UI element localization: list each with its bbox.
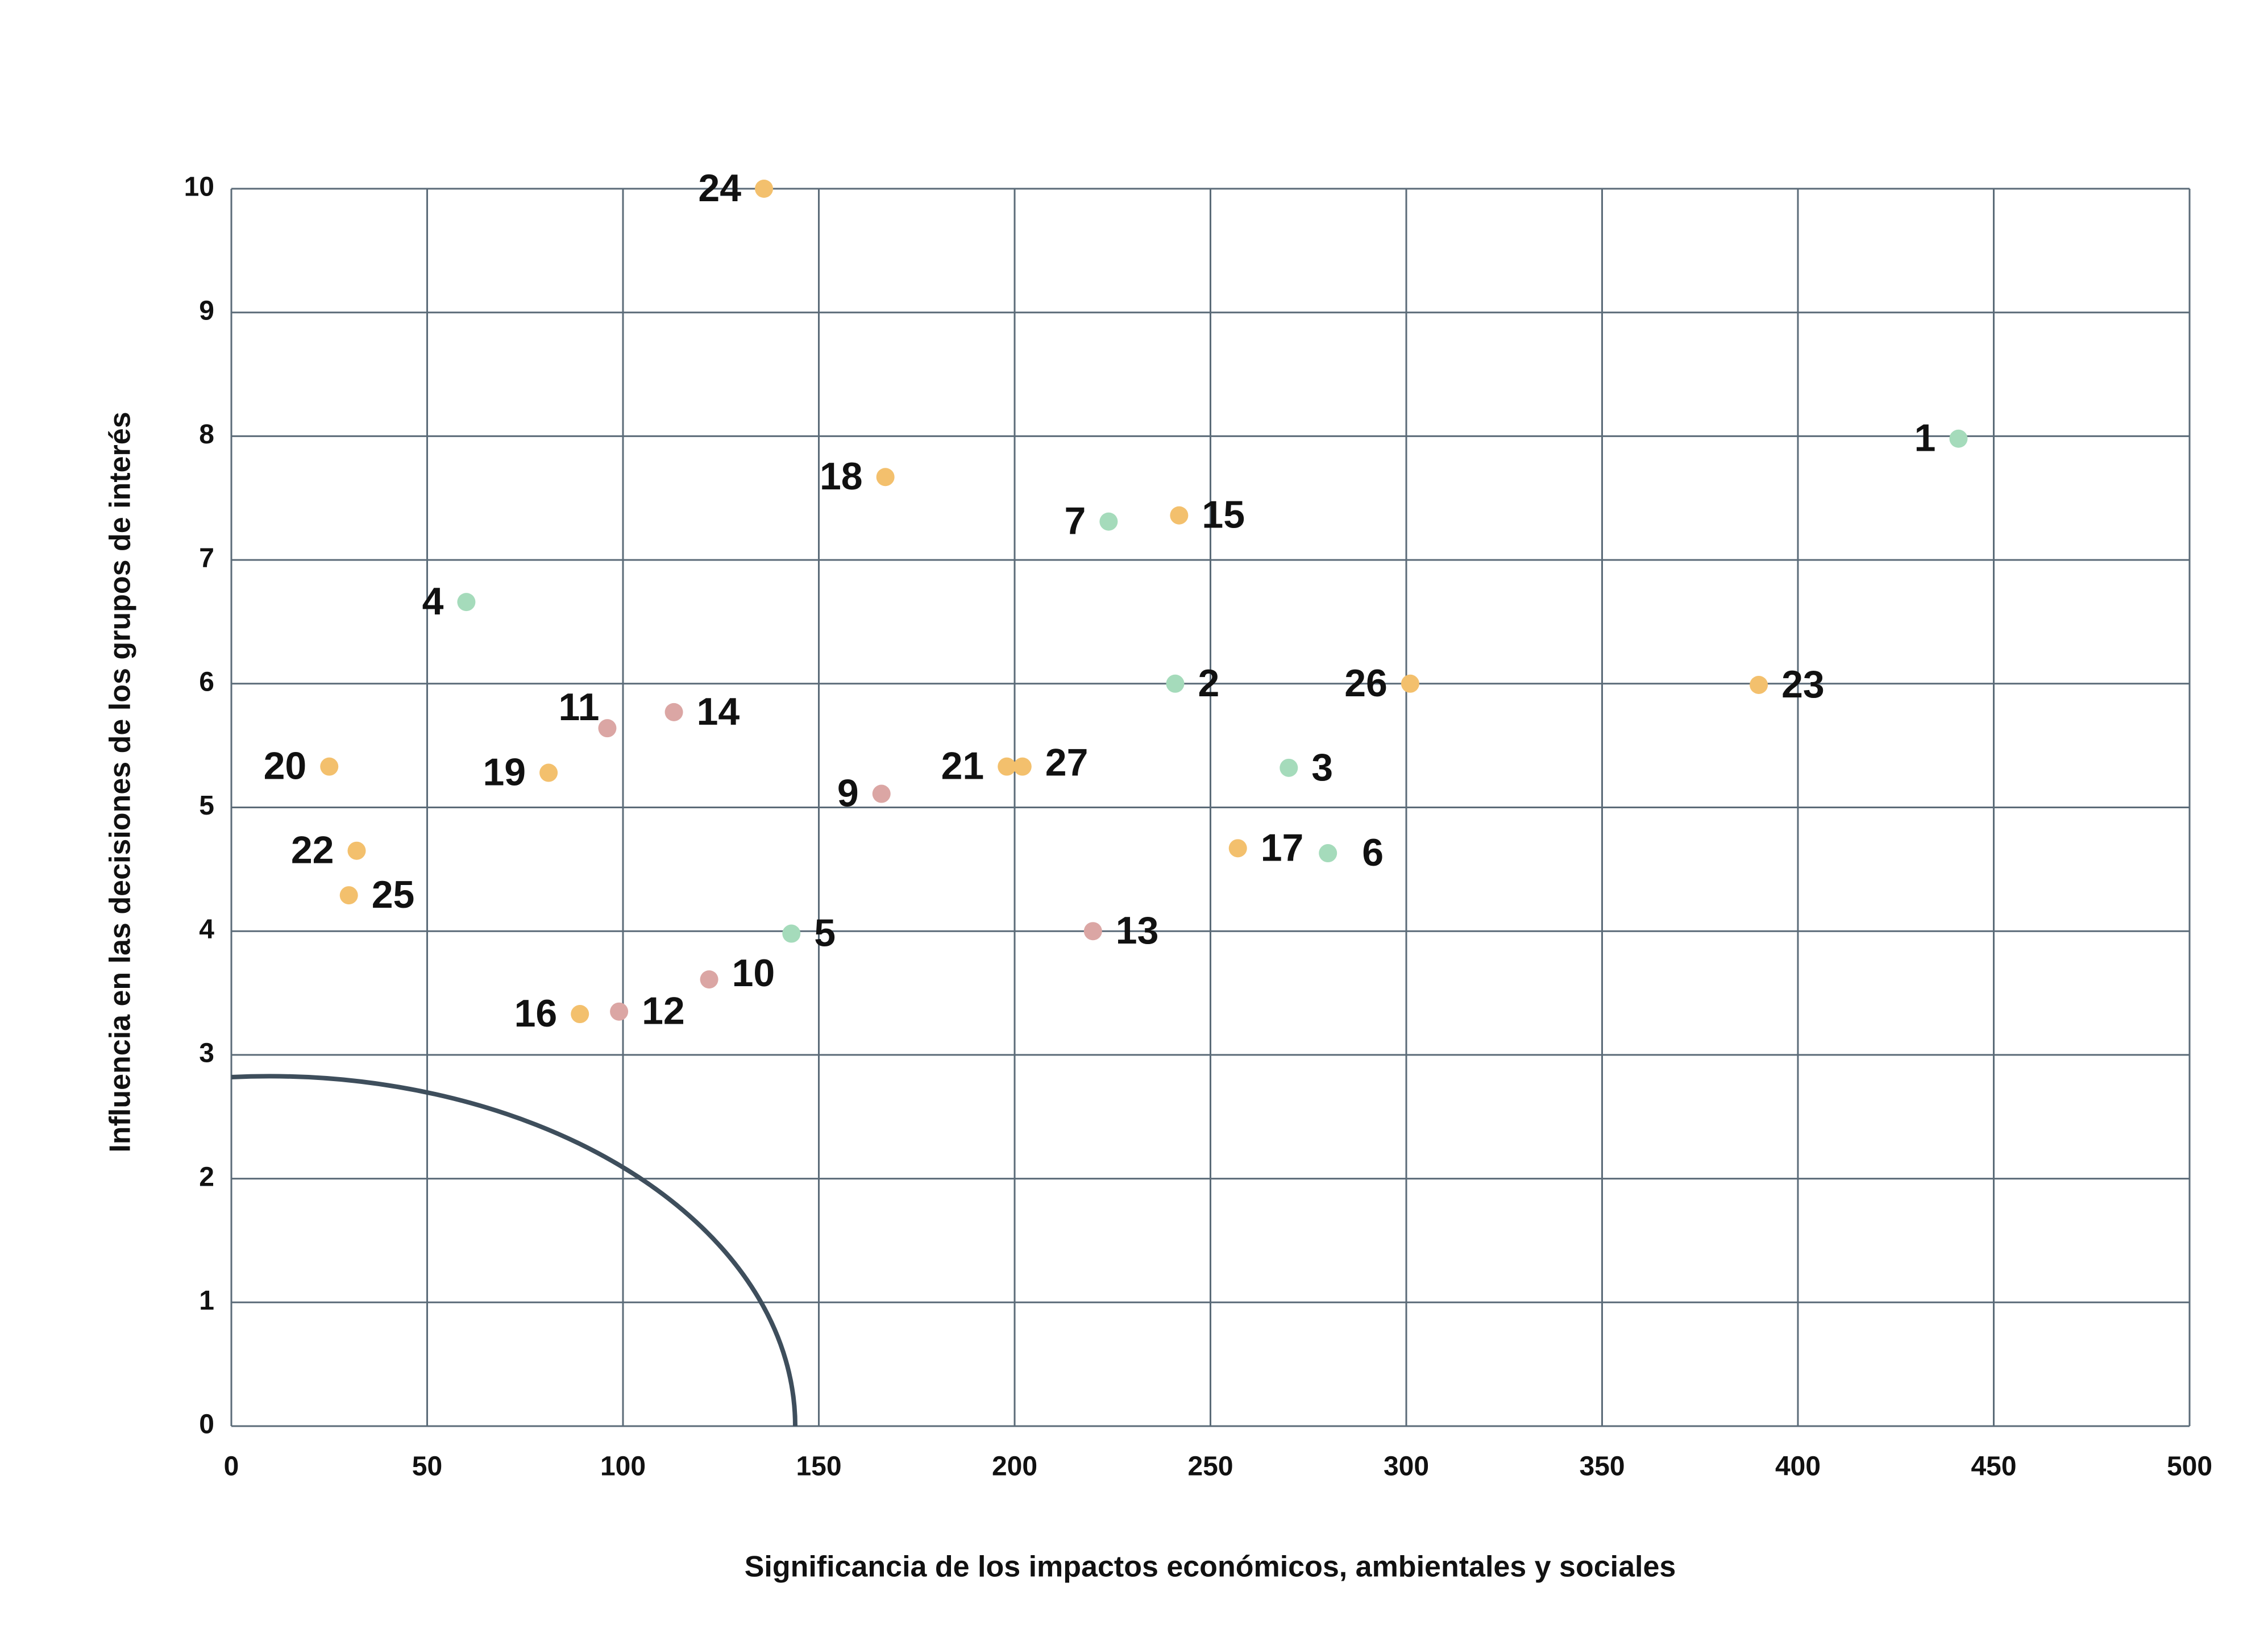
point-label: 18 [820, 455, 863, 498]
threshold-arc [231, 1074, 797, 1427]
point [1280, 758, 1298, 777]
x-tick-label: 350 [1579, 1452, 1625, 1482]
point [1750, 675, 1768, 694]
point-label: 12 [642, 990, 685, 1033]
x-axis-title: Significancia de los impactos económicos… [745, 1551, 1676, 1584]
point-label: 11 [559, 685, 600, 729]
point [347, 841, 366, 860]
point-label: 7 [1065, 500, 1086, 543]
point [320, 757, 339, 776]
point [700, 970, 718, 989]
point-label: 10 [732, 952, 775, 995]
y-axis-title: Influencia en las decisiones de los grup… [104, 412, 137, 1152]
point [1319, 844, 1337, 863]
point [1166, 674, 1185, 693]
point [539, 763, 558, 782]
point [1949, 429, 1968, 448]
y-tick-label: 9 [199, 296, 214, 326]
point [1099, 512, 1118, 531]
point-label: 23 [1781, 663, 1825, 706]
point-label: 6 [1362, 831, 1384, 874]
point-label: 5 [814, 912, 836, 955]
point [1228, 839, 1247, 858]
point [998, 757, 1016, 776]
point-label: 9 [837, 772, 859, 815]
point [1083, 922, 1102, 941]
point [571, 1005, 589, 1024]
y-tick-label: 6 [199, 667, 214, 697]
point [1013, 757, 1032, 776]
point-label: 4 [422, 580, 444, 623]
point-label: 20 [264, 745, 307, 788]
x-tick-label: 100 [600, 1452, 646, 1482]
point [876, 468, 895, 487]
point-label: 25 [372, 873, 415, 916]
y-tick-label: 5 [199, 791, 214, 821]
point-label: 19 [483, 751, 526, 794]
x-tick-label: 200 [992, 1452, 1037, 1482]
y-tick-label: 0 [199, 1410, 214, 1440]
point-label: 16 [514, 992, 558, 1035]
x-tick-label: 0 [224, 1452, 239, 1482]
point-label: 26 [1344, 662, 1388, 705]
point-label: 13 [1116, 909, 1159, 952]
point-label: 2 [1198, 662, 1219, 705]
x-tick-label: 500 [2167, 1452, 2212, 1482]
point-label: 15 [1202, 493, 1245, 537]
point-label: 1 [1914, 417, 1936, 460]
y-tick-label: 3 [199, 1038, 214, 1069]
y-tick-label: 2 [199, 1162, 214, 1192]
point [1170, 506, 1189, 525]
y-tick-label: 8 [199, 419, 214, 450]
x-tick-label: 450 [1971, 1452, 2016, 1482]
point-label: 14 [697, 690, 740, 733]
point-label: 21 [941, 745, 985, 788]
y-tick-label: 4 [199, 915, 214, 945]
y-tick-label: 7 [199, 543, 214, 574]
y-tick-label: 10 [184, 172, 214, 202]
point [457, 593, 476, 612]
point [782, 924, 801, 943]
point-label: 17 [1261, 826, 1304, 869]
point-label: 27 [1045, 741, 1089, 784]
point-label: 3 [1311, 746, 1333, 789]
x-tick-label: 250 [1187, 1452, 1233, 1482]
point-label: 24 [698, 167, 741, 210]
point [755, 180, 774, 198]
point [1401, 674, 1419, 693]
point-label: 22 [291, 829, 334, 872]
point [872, 784, 891, 803]
x-tick-label: 400 [1775, 1452, 1821, 1482]
x-tick-label: 50 [412, 1452, 442, 1482]
x-tick-label: 300 [1384, 1452, 1429, 1482]
point [610, 1002, 629, 1021]
x-tick-label: 150 [796, 1452, 841, 1482]
grid: 0 50 100 150 200 250 300 350 400 450 5000123456789… [184, 172, 2212, 1482]
y-tick-label: 1 [199, 1286, 214, 1316]
point [664, 703, 683, 721]
point [339, 886, 358, 905]
point [598, 719, 617, 738]
